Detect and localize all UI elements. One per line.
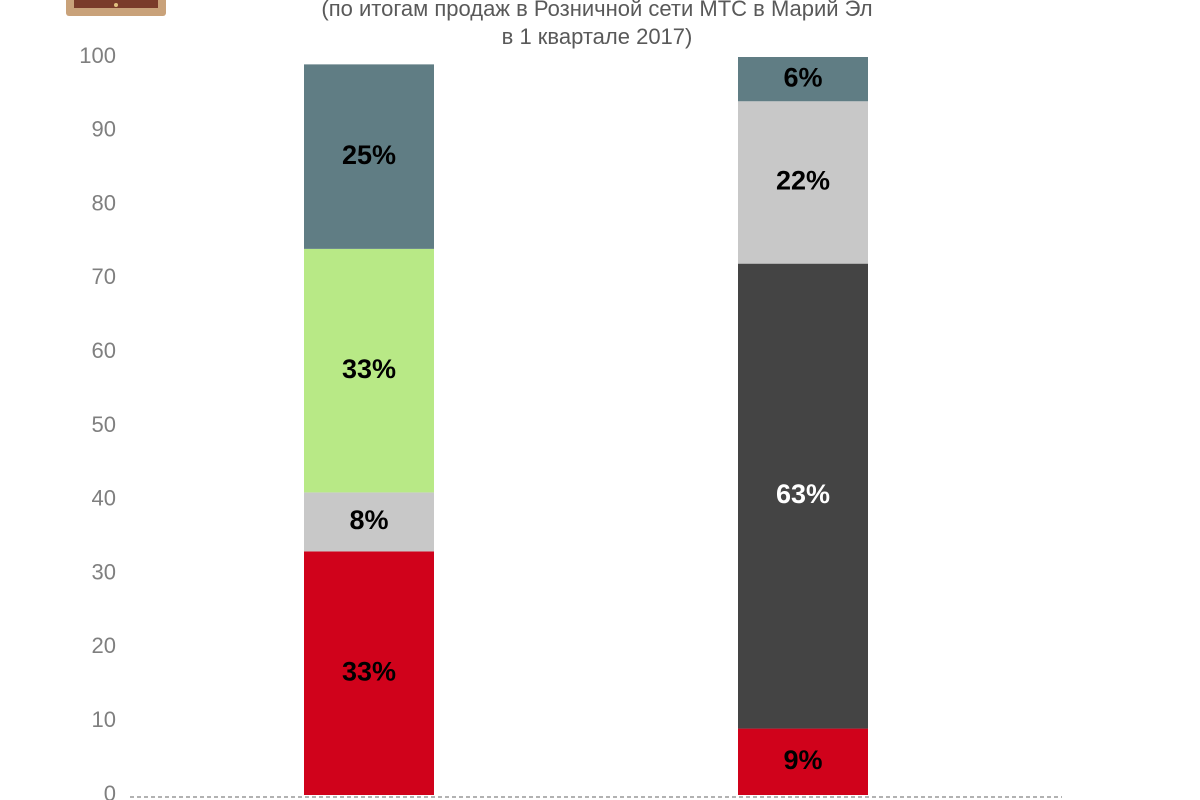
- y-tick-label: 0: [104, 781, 116, 800]
- data-label: 8%: [349, 505, 388, 535]
- bar-segment: [738, 101, 868, 264]
- y-tick-label: 90: [92, 117, 116, 142]
- data-label: 63%: [776, 479, 830, 509]
- y-tick-label: 30: [92, 559, 116, 584]
- y-tick-label: 70: [92, 264, 116, 289]
- data-label: 33%: [342, 354, 396, 384]
- bar-segment: [738, 263, 868, 729]
- bar-segment: [304, 248, 434, 493]
- chart-subtitle: в 1 квартале 2017): [502, 24, 693, 49]
- data-label: 33%: [342, 656, 396, 686]
- icon: [66, 0, 166, 16]
- bar-segment: [304, 492, 434, 552]
- data-label: 22%: [776, 166, 830, 196]
- bar-segment: [304, 551, 434, 795]
- bar-segment: [738, 728, 868, 795]
- y-tick-label: 40: [92, 486, 116, 511]
- data-label: 25%: [342, 140, 396, 170]
- y-tick-label: 100: [79, 43, 116, 68]
- data-label: 6%: [783, 62, 822, 92]
- y-tick-label: 20: [92, 633, 116, 658]
- bar-segment: [304, 64, 434, 249]
- y-tick-label: 50: [92, 412, 116, 437]
- y-tick-label: 10: [92, 707, 116, 732]
- y-tick-label: 60: [92, 338, 116, 363]
- data-label: 9%: [783, 745, 822, 775]
- chart-subtitle: (по итогам продаж в Розничной сети МТС в…: [321, 0, 872, 21]
- bar-segment: [738, 57, 868, 102]
- y-tick-label: 80: [92, 190, 116, 215]
